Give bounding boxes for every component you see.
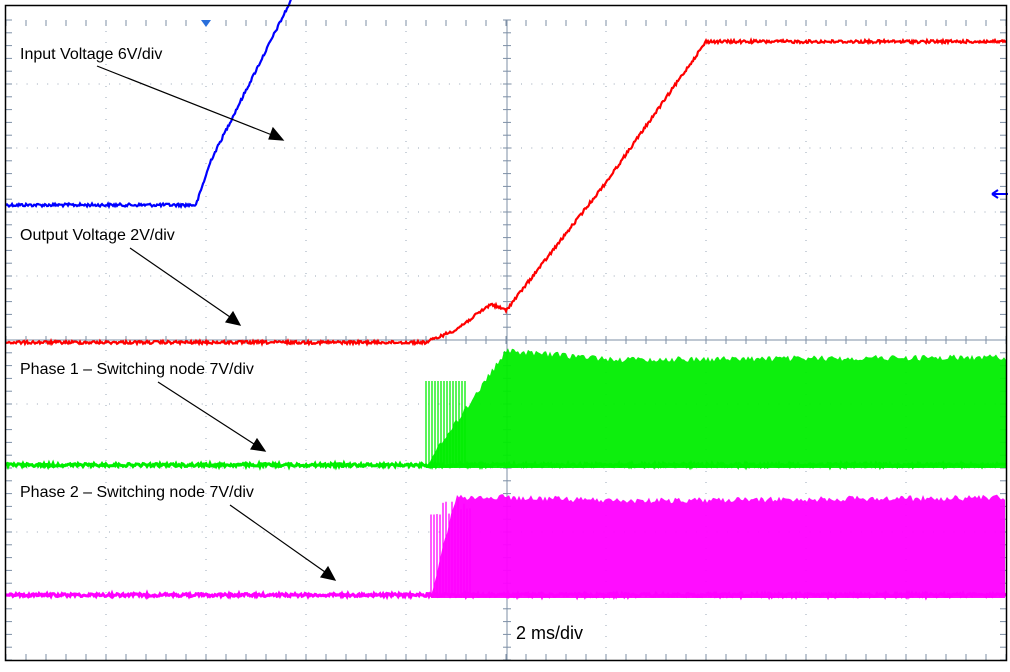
label-input-voltage: Input Voltage 6V/div [20, 46, 162, 63]
label-phase2: Phase 2 – Switching node 7V/div [20, 484, 254, 501]
label-phase1: Phase 1 – Switching node 7V/div [20, 361, 254, 378]
trigger-position-marker [201, 20, 211, 27]
trace-output-voltage [5, 37, 1007, 347]
arrow-input [96, 65, 285, 141]
trace-phase1-switching [5, 348, 1007, 471]
trigger-level-marker [991, 189, 1008, 199]
scope-border [4, 4, 1008, 662]
arrow-phase2 [229, 504, 337, 581]
arrow-phase1 [157, 381, 267, 452]
switching-envelope [426, 348, 1006, 468]
arrow-output [129, 247, 242, 326]
switching-envelope [431, 494, 1005, 598]
trace-layer [4, 0, 1008, 601]
label-output-voltage: Output Voltage 2V/div [20, 227, 175, 244]
timebase-label: 2 ms/div [516, 623, 583, 643]
trace-phase2-switching [4, 494, 1008, 601]
callout-arrows [96, 65, 337, 581]
trace-input-voltage [5, 0, 292, 210]
